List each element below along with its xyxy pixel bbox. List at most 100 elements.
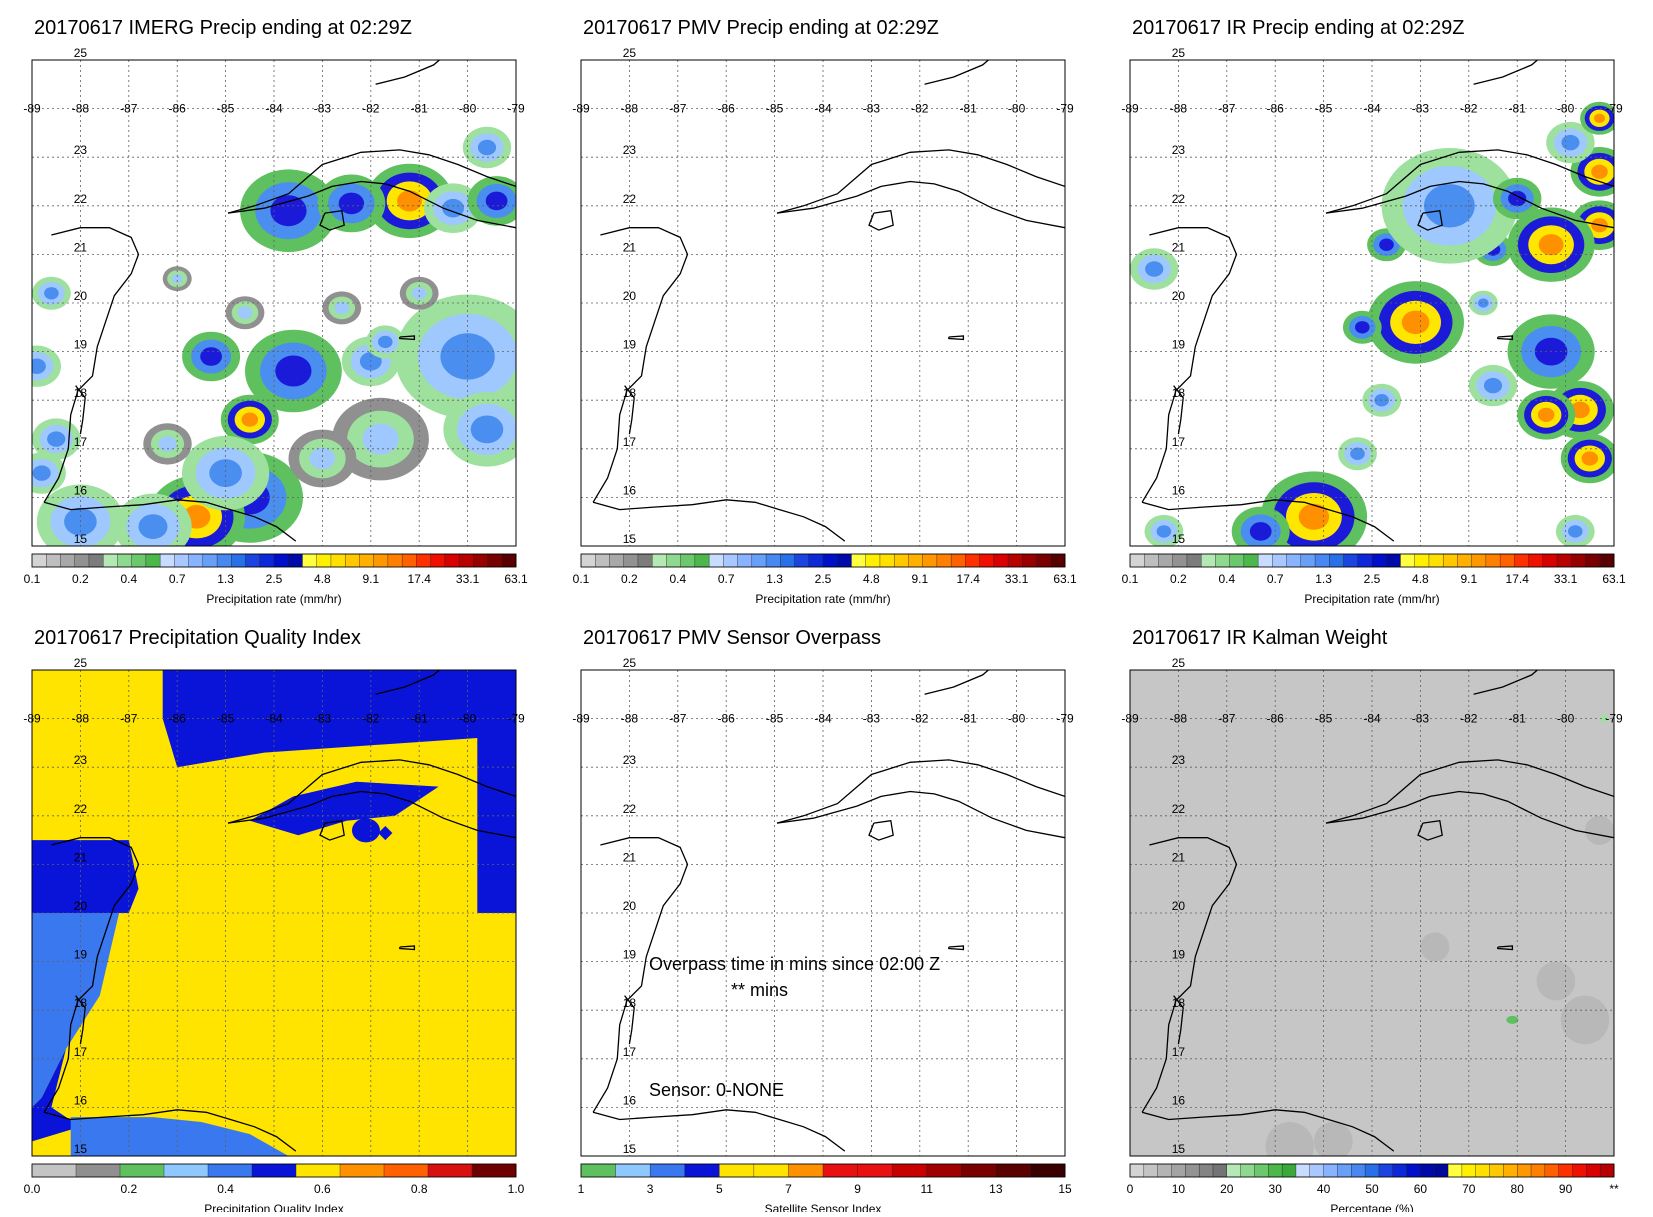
lon-label: -86 bbox=[1267, 712, 1285, 726]
lat-label: 15 bbox=[623, 1142, 637, 1156]
colorbar-swatch bbox=[623, 553, 639, 568]
lon-label: -82 bbox=[911, 102, 929, 116]
colorbar-tick: 0.2 bbox=[1170, 572, 1187, 586]
colorbar-swatch bbox=[1226, 1163, 1242, 1178]
colorbar-swatch bbox=[1542, 553, 1558, 568]
panel-kalman: 20170617 IR Kalman Weight -89 -88 -87 -86 -85… bbox=[1121, 627, 1623, 1216]
colorbar-swatch bbox=[131, 553, 147, 568]
coastline-islands bbox=[1173, 995, 1184, 1045]
colorbar-swatch bbox=[295, 1163, 341, 1178]
lat-label: 23 bbox=[1172, 753, 1186, 767]
colorbar-swatch bbox=[1447, 1163, 1463, 1178]
colorbar-swatch bbox=[102, 553, 118, 568]
coastline-cuba bbox=[227, 759, 516, 824]
panel-title: 20170617 PMV Precip ending at 02:29Z bbox=[583, 17, 939, 39]
lat-label: 20 bbox=[623, 899, 637, 913]
graticule bbox=[32, 670, 516, 1156]
colorbar-swatch bbox=[1528, 553, 1544, 568]
colorbar-tick: 2.5 bbox=[1364, 572, 1381, 586]
lon-label: -84 bbox=[1363, 712, 1381, 726]
lat-label: 25 bbox=[1172, 46, 1186, 60]
lat-label: 23 bbox=[623, 143, 637, 157]
colorbar-frame bbox=[1129, 553, 1615, 568]
colorbar-tick: 70 bbox=[1462, 1182, 1476, 1196]
lon-label: -79 bbox=[1056, 712, 1074, 726]
colorbar-tick: 0.6 bbox=[314, 1182, 331, 1196]
colorbar-swatch bbox=[651, 553, 667, 568]
precip-cell bbox=[200, 347, 223, 366]
colorbar-swatch bbox=[1309, 1163, 1325, 1178]
colorbar-tick: 63.1 bbox=[1053, 572, 1077, 586]
coastline-cuba bbox=[227, 149, 516, 214]
coastline-cuba_s bbox=[227, 790, 516, 839]
colorbar-tick: 60 bbox=[1414, 1182, 1428, 1196]
lat-label: 22 bbox=[74, 802, 88, 816]
lon-label: -82 bbox=[362, 102, 380, 116]
lat-label: 17 bbox=[1172, 1045, 1186, 1059]
lon-label: -86 bbox=[718, 102, 736, 116]
colorbar-swatch bbox=[74, 553, 90, 568]
lat-label: 16 bbox=[74, 483, 88, 497]
lon-label: -89 bbox=[23, 102, 41, 116]
kalman-cell bbox=[1313, 1121, 1353, 1156]
colorbar-swatch bbox=[851, 553, 867, 568]
lat-label: 23 bbox=[74, 753, 88, 767]
precip-cell bbox=[1537, 407, 1555, 422]
coastline-florida bbox=[1473, 670, 1539, 695]
colorbar-swatch bbox=[202, 553, 218, 568]
colorbar-swatch bbox=[373, 553, 389, 568]
coastline-florida bbox=[1473, 60, 1539, 85]
colorbar-swatch bbox=[1457, 553, 1473, 568]
kalman-cell bbox=[1584, 815, 1614, 845]
lon-label: -88 bbox=[72, 712, 90, 726]
colorbar-tick: ** bbox=[1609, 1182, 1619, 1196]
colorbar-swatch bbox=[788, 1163, 824, 1178]
lon-label: -89 bbox=[1121, 102, 1139, 116]
map-frame bbox=[1129, 669, 1615, 1157]
panel-title: 20170617 IR Kalman Weight bbox=[1132, 627, 1388, 649]
coastline-pines bbox=[1417, 209, 1443, 231]
precip-cell bbox=[1145, 261, 1164, 277]
colorbar-swatch bbox=[245, 553, 261, 568]
colorbar-swatch bbox=[1143, 1163, 1159, 1178]
coastlines bbox=[1141, 60, 1614, 542]
colorbar-swatch bbox=[1400, 553, 1416, 568]
lat-label: 21 bbox=[1172, 850, 1186, 864]
colorbar: 0.0 0.2 0.4 0.6 0.8 1.0 Precipitation Quality … bbox=[24, 1163, 525, 1216]
lon-label: -79 bbox=[507, 712, 525, 726]
coastline-cuba_s bbox=[776, 790, 1065, 839]
colorbar-swatch bbox=[1229, 553, 1245, 568]
colorbar-swatch bbox=[1022, 553, 1038, 568]
colorbar-swatch bbox=[753, 1163, 789, 1178]
colorbar-swatch bbox=[174, 553, 190, 568]
lat-label: 19 bbox=[1172, 948, 1186, 962]
colorbar-swatch bbox=[794, 553, 810, 568]
colorbar-tick: 0.7 bbox=[1267, 572, 1284, 586]
lat-label: 25 bbox=[74, 46, 88, 60]
precip-cell bbox=[1156, 525, 1172, 538]
colorbar-swatch bbox=[1428, 553, 1444, 568]
precip-cell bbox=[397, 190, 422, 212]
colorbar-swatch bbox=[1392, 1163, 1408, 1178]
colorbar-swatch bbox=[615, 1163, 651, 1178]
panel-title: 20170617 IMERG Precip ending at 02:29Z bbox=[34, 17, 412, 39]
panel-pqi: 20170617 Precipitation Quality Index -89 -… bbox=[23, 627, 525, 1216]
colorbar-swatch bbox=[666, 553, 682, 568]
lat-label: 17 bbox=[1172, 435, 1186, 449]
lon-label: -89 bbox=[1121, 712, 1139, 726]
precip-field bbox=[32, 126, 516, 546]
colorbar-swatch bbox=[501, 553, 517, 568]
coastline-florida bbox=[924, 60, 990, 85]
colorbar-swatch bbox=[302, 553, 318, 568]
lat-label: 19 bbox=[74, 338, 88, 352]
lon-label: -83 bbox=[863, 712, 881, 726]
lon-label: -89 bbox=[572, 712, 590, 726]
lat-label: 21 bbox=[623, 240, 637, 254]
panel-overpass: 20170617 PMV Sensor Overpass -89 -88 -87 -86… bbox=[572, 627, 1074, 1216]
precip-cell bbox=[378, 335, 393, 349]
colorbar-swatch bbox=[471, 1163, 517, 1178]
colorbar-tick: 33.1 bbox=[456, 572, 480, 586]
colorbar-swatch bbox=[231, 553, 247, 568]
pqi-region bbox=[32, 1049, 81, 1156]
